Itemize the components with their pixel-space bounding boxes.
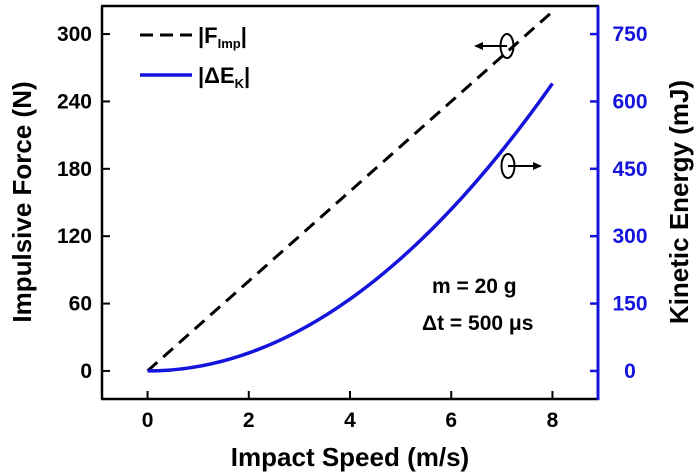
y-right-tick-label: 0	[624, 360, 636, 383]
series-line-energy	[147, 82, 554, 373]
x-tick-label: 2	[243, 409, 255, 432]
energy-axis-marker	[500, 153, 542, 179]
bottom-axis-ticks: 0 2 4 6 8	[142, 391, 559, 432]
series-line-force	[146, 10, 554, 373]
y-left-tick-label: 120	[57, 225, 92, 248]
y-axis-right-title: Kinetic Energy (mJ)	[664, 80, 694, 324]
y-right-tick-label: 600	[612, 90, 647, 113]
y-right-tick-label: 150	[612, 293, 647, 316]
x-tick-label: 6	[445, 409, 457, 432]
y-right-tick-label: 300	[612, 225, 647, 248]
legend-label-force: |FImp|	[198, 23, 247, 51]
legend-label-energy: |ΔEK|	[198, 63, 250, 91]
y-left-tick-label: 300	[57, 23, 92, 46]
x-tick-label: 0	[142, 409, 154, 432]
y-left-tick-label: 240	[57, 90, 92, 113]
x-tick-label: 4	[344, 409, 356, 432]
force-axis-marker	[474, 33, 515, 59]
annotation-mass: m = 20 g	[432, 275, 517, 298]
x-axis-title: Impact Speed (m/s)	[231, 442, 469, 472]
legend: |FImp| |ΔEK|	[140, 23, 250, 91]
y-left-tick-label: 60	[69, 293, 92, 316]
x-tick-label: 8	[547, 409, 559, 432]
annotation-duration: Δt = 500 μs	[422, 312, 533, 335]
y-right-tick-label: 750	[612, 23, 647, 46]
series-group	[146, 10, 554, 373]
y-left-tick-label: 180	[57, 158, 92, 181]
y-left-tick-label: 0	[80, 360, 92, 383]
right-axis-ticks: 0 150 300 450 600 750	[590, 23, 648, 383]
y-axis-left-title: Impulsive Force (N)	[7, 81, 37, 322]
y-right-tick-label: 450	[612, 158, 647, 181]
left-axis-ticks: 0 60 120 180 240 300	[57, 23, 110, 383]
